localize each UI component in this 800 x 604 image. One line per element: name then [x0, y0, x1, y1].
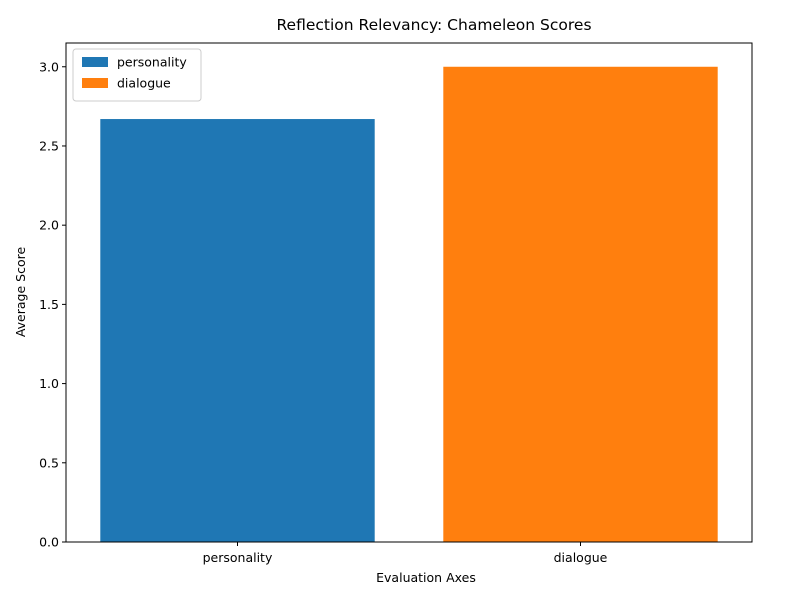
chart-title: Reflection Relevancy: Chameleon Scores [276, 16, 591, 34]
legend-label-personality: personality [117, 55, 187, 70]
bar-personality [100, 119, 375, 543]
y-tick-label: 2.0 [39, 218, 59, 233]
y-tick-label: 3.0 [39, 59, 59, 74]
bar-dialogue [443, 66, 718, 542]
legend-swatch-dialogue [82, 78, 108, 88]
plot-area-frame [65, 42, 753, 543]
x-tick-label: personality [203, 550, 273, 565]
legend-label-dialogue: dialogue [117, 76, 171, 91]
y-axis-label: Average Score [13, 247, 28, 338]
y-tick-label: 0.5 [39, 455, 59, 470]
y-tick-label: 2.5 [39, 138, 59, 153]
legend-swatch-personality [82, 57, 108, 67]
y-tick-label: 0.0 [39, 535, 59, 550]
y-tick-label: 1.0 [39, 376, 59, 391]
y-axis: 0.0 0.5 1.0 1.5 2.0 2.5 3.0 [39, 59, 66, 550]
bars-layer [100, 66, 718, 543]
x-axis-label: Evaluation Axes [376, 570, 476, 585]
x-tick-label: dialogue [554, 550, 608, 565]
legend: personality dialogue [72, 48, 202, 102]
y-tick-label: 1.5 [39, 297, 59, 312]
x-axis: personality dialogue [203, 542, 608, 565]
